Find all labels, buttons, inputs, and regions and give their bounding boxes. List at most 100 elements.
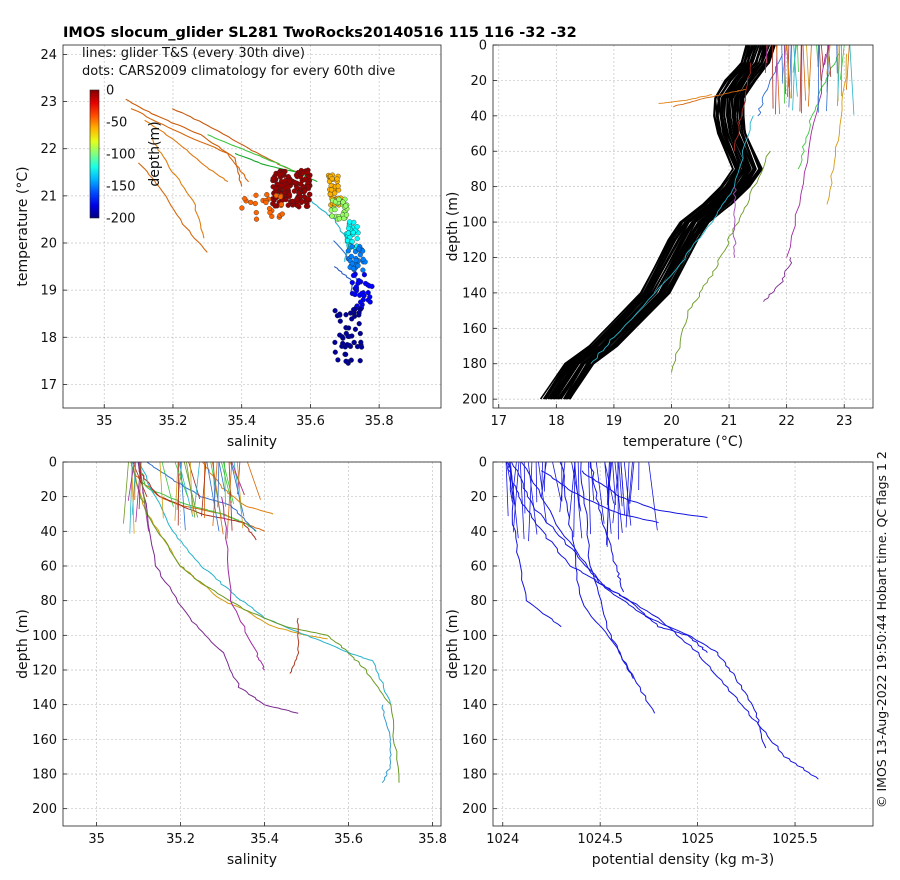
glider-surface-profile [228, 461, 233, 531]
cars-dot [343, 203, 349, 209]
colorbar-label: depth(m) [147, 121, 163, 186]
cars-dot [300, 170, 306, 176]
y-tick-label: 20 [470, 490, 487, 505]
glider-surface-profile [802, 44, 806, 101]
glider-ts-line [152, 139, 205, 239]
x-tick-label: 18 [548, 414, 565, 429]
panel-ts: 35 35.2 35.4 35.6 35.8 17 18 19 20 21 22 23 24 salini… [15, 44, 442, 450]
cars-temperature-profile [564, 44, 769, 400]
cars-dot [360, 267, 366, 273]
cars-dot [350, 272, 357, 279]
glider-surface-profile [571, 461, 582, 512]
cars-dot [253, 192, 259, 198]
cars-dot [304, 169, 310, 176]
x-tick-label: 1024.5 [577, 832, 623, 847]
x-tick-label: 1024 [486, 832, 519, 847]
glider-ts-line [125, 98, 243, 187]
cars-dot [272, 203, 278, 209]
y-tick-label: 0 [479, 39, 487, 54]
y-tick-label: 180 [462, 357, 487, 372]
glider-temperature-profile [671, 150, 771, 373]
glider-surface-profile [543, 461, 546, 492]
cars-dot [345, 230, 351, 236]
annotation: dots: CARS2009 climatology for every 60t… [82, 64, 395, 79]
glider-density-profile [581, 470, 708, 518]
cars-dot [334, 313, 340, 319]
glider-surface-profile [552, 461, 562, 502]
glider-surface-profile [821, 44, 824, 68]
cars-dot [346, 325, 352, 331]
glider-density-profile [559, 461, 634, 679]
glider-surface-profile [123, 461, 129, 524]
x-axis-label: temperature (°C) [623, 434, 743, 450]
glider-surface-profile [535, 461, 538, 503]
cars-dot [302, 188, 308, 194]
y-tick-label: 200 [32, 802, 57, 817]
cars-dot [335, 183, 341, 189]
cars-dot [334, 176, 340, 182]
cars-dot [336, 216, 342, 222]
cars-dot [294, 196, 300, 202]
plot-frame [62, 461, 442, 827]
x-axis-label: potential density (kg m-3) [592, 852, 774, 868]
cars-dot [252, 200, 258, 207]
x-tick-label: 35.6 [334, 832, 363, 847]
cars-temperature-profile [567, 44, 773, 400]
glider-surface-profile [574, 461, 583, 539]
glider-surface-profile [224, 461, 226, 507]
glider-surface-profile [512, 461, 520, 533]
glider-temperature-profile [590, 115, 754, 364]
panel-sz: 35 35.2 35.4 35.6 35.8 0 20 40 60 80 100 120 140 160 1… [15, 456, 447, 869]
x-tick-label: 35.8 [365, 414, 394, 429]
glider-surface-profile [505, 461, 509, 517]
cars-dot [344, 237, 351, 244]
cars-dot [351, 307, 357, 313]
glider-surface-profile [189, 461, 193, 515]
glider-surface-profile [194, 461, 200, 506]
glider-salinity-profile [130, 461, 400, 783]
y-tick-label: 100 [462, 629, 487, 644]
glider-surface-profile [218, 461, 226, 492]
x-tick-label: 35.6 [296, 414, 325, 429]
cars-dot [343, 312, 349, 318]
y-tick-label: 60 [40, 560, 57, 575]
cars-dot [263, 199, 269, 206]
cars-dot [343, 330, 349, 336]
glider-surface-profile [648, 461, 658, 531]
glider-temperature-profile [672, 88, 747, 108]
cars-dot [361, 292, 367, 299]
y-tick-label: 120 [462, 664, 487, 679]
cars-dot [357, 330, 363, 337]
glider-surface-profile [201, 461, 207, 517]
glider-surface-profile [186, 461, 196, 518]
glider-ts-line [207, 134, 297, 173]
cars-dot [253, 216, 260, 222]
y-tick-label: 23 [40, 95, 57, 110]
y-tick-label: 0 [479, 456, 487, 471]
cars-dot [239, 205, 245, 211]
cars-dot [329, 176, 335, 182]
cars-dot [329, 213, 335, 219]
glider-surface-profile [595, 461, 605, 524]
cars-dot [337, 318, 343, 324]
cars-dot [332, 207, 338, 213]
plot-frame [492, 44, 874, 409]
cars-dot [285, 174, 291, 180]
cars-dot [328, 187, 335, 193]
glider-surface-profile [797, 44, 799, 72]
cars-dot [332, 339, 338, 345]
cars-dot [277, 194, 284, 200]
cars-dot [354, 224, 360, 230]
cars-dot [358, 339, 364, 345]
cars-dot [354, 236, 360, 242]
glider-surface-profile [839, 44, 845, 80]
cars-dot [267, 210, 273, 216]
glider-surface-profile [764, 44, 768, 74]
cars-dot [352, 326, 358, 332]
cars-dot [293, 172, 299, 178]
cars-dot [360, 256, 366, 262]
x-axis-label: salinity [227, 852, 277, 868]
glider-surface-profile [783, 44, 786, 95]
y-tick-label: 140 [462, 698, 487, 713]
